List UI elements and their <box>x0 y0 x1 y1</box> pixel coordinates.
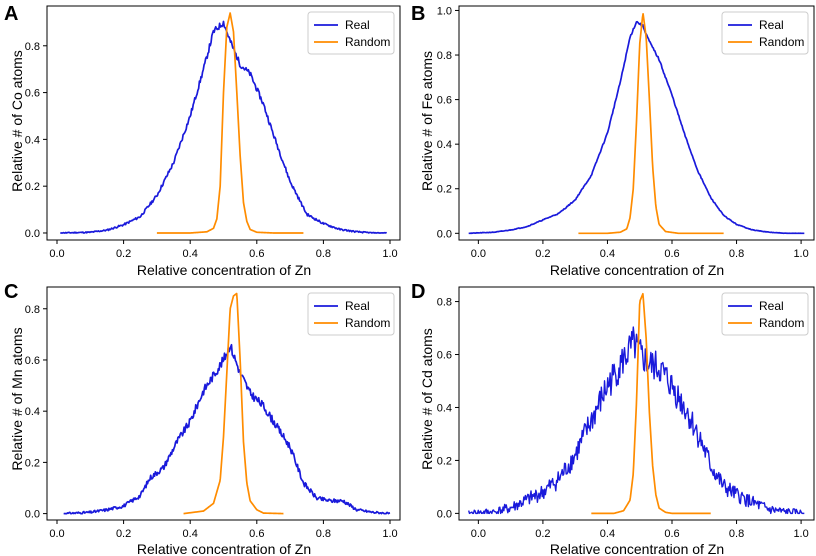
y-tick-label-c: 0.0 <box>25 509 40 521</box>
x-tick-label-d: 0.6 <box>664 528 679 540</box>
x-tick-label-c: 0.4 <box>183 528 198 540</box>
x-tick-label-a: 1.0 <box>382 248 397 260</box>
x-tick-label-c: 0.2 <box>116 528 131 540</box>
y-tick-label-a: 0.6 <box>25 88 40 100</box>
series-line-real-c <box>63 343 391 515</box>
x-tick-label-a: 0.2 <box>116 248 131 260</box>
x-tick-label-d: 1.0 <box>793 528 808 540</box>
y-tick-label-c: 0.8 <box>25 304 40 316</box>
legend-label-random-d: Random <box>759 316 804 330</box>
panel-a: A Relative # of Co atoms Relative concen… <box>4 3 401 278</box>
series-line-random-d <box>591 292 712 515</box>
x-tick-label-b: 0.8 <box>729 248 744 260</box>
y-tick-label-a: 0.0 <box>25 228 40 240</box>
series-line-random-b <box>578 12 724 235</box>
legend-a: Real Random <box>307 11 395 55</box>
x-tick-label-d: 0.2 <box>535 528 550 540</box>
legend-label-random-a: Random <box>345 35 390 49</box>
y-axis-label-b: Relative # of Fe atoms <box>419 51 435 191</box>
x-tick-label-c: 1.0 <box>382 528 397 540</box>
legend-box-d <box>721 292 809 336</box>
x-tick-label-a: 0.0 <box>49 248 64 260</box>
x-tick-label-d: 0.4 <box>600 528 615 540</box>
x-tick-label-b: 0.2 <box>535 248 550 260</box>
legend-box-c <box>307 292 395 336</box>
x-tick-label-b: 0.0 <box>471 248 486 260</box>
legend-label-random-b: Random <box>759 35 804 49</box>
legend-b: Real Random <box>721 11 809 55</box>
y-tick-label-d: 0.4 <box>437 402 452 414</box>
panel-letter-d: D <box>411 281 425 303</box>
y-tick-label-c: 0.6 <box>25 355 40 367</box>
x-tick-label-c: 0.8 <box>316 528 331 540</box>
y-tick-label-c: 0.4 <box>25 406 40 418</box>
y-tick-label-b: 0.0 <box>437 228 452 240</box>
y-axis-label-c: Relative # of Mn atoms <box>9 327 25 470</box>
y-tick-label-a: 0.8 <box>25 41 40 53</box>
x-axis-label-a: Relative concentration of Zn <box>137 262 311 278</box>
y-tick-label-d: 0.0 <box>437 508 452 520</box>
x-tick-label-b: 0.4 <box>600 248 615 260</box>
y-axis-label-d: Relative # of Cd atoms <box>419 328 435 470</box>
y-tick-label-a: 0.4 <box>25 134 40 146</box>
plot-frame-c <box>46 286 401 521</box>
panel-letter-a: A <box>4 3 18 25</box>
x-axis-label-b: Relative concentration of Zn <box>550 262 724 278</box>
plot-frame-d <box>458 286 815 521</box>
x-tick-label-b: 1.0 <box>793 248 808 260</box>
y-tick-label-b: 1.0 <box>437 5 452 17</box>
legend-label-real-d: Real <box>759 299 784 313</box>
y-tick-label-b: 0.2 <box>437 184 452 196</box>
x-tick-label-c: 0.0 <box>49 528 64 540</box>
x-tick-label-a: 0.6 <box>249 248 264 260</box>
x-tick-label-c: 0.6 <box>249 528 264 540</box>
legend-box-b <box>721 11 809 55</box>
y-axis-label-a: Relative # of Co atoms <box>9 50 25 192</box>
series-line-real-d <box>468 326 805 515</box>
y-tick-label-b: 0.4 <box>437 139 452 151</box>
legend-label-random-c: Random <box>345 316 390 330</box>
legend-box-a <box>307 11 395 55</box>
y-tick-label-d: 0.6 <box>437 350 452 362</box>
panel-c: C Relative # of Mn atoms Relative concen… <box>4 281 401 556</box>
y-tick-label-c: 0.2 <box>25 457 40 469</box>
x-tick-label-d: 0.0 <box>471 528 486 540</box>
legend-label-real-b: Real <box>759 18 784 32</box>
x-axis-label-d: Relative concentration of Zn <box>550 541 724 556</box>
series-line-real-a <box>59 20 387 234</box>
x-axis-label-c: Relative concentration of Zn <box>137 541 311 556</box>
x-tick-label-b: 0.6 <box>664 248 679 260</box>
series-line-random-a <box>156 12 304 234</box>
legend-d: Real Random <box>721 292 809 336</box>
y-tick-label-d: 0.2 <box>437 455 452 467</box>
panel-letter-c: C <box>4 281 18 303</box>
legend-label-real-c: Real <box>345 299 370 313</box>
y-tick-label-a: 0.2 <box>25 181 40 193</box>
x-tick-label-a: 0.8 <box>316 248 331 260</box>
panel-d: D Relative # of Cd atoms Relative concen… <box>411 281 815 556</box>
legend-c: Real Random <box>307 292 395 336</box>
panel-b: B Relative # of Fe atoms Relative concen… <box>411 3 815 278</box>
series-line-real-b <box>468 20 805 235</box>
x-tick-label-d: 0.8 <box>729 528 744 540</box>
x-tick-label-a: 0.4 <box>183 248 198 260</box>
series-line-random-c <box>183 292 284 515</box>
plot-frame-a <box>46 5 401 241</box>
y-tick-label-b: 0.6 <box>437 95 452 107</box>
y-tick-label-b: 0.8 <box>437 50 452 62</box>
y-tick-label-d: 0.8 <box>437 297 452 309</box>
panel-letter-b: B <box>411 3 425 25</box>
legend-label-real-a: Real <box>345 18 370 32</box>
plot-frame-b <box>458 5 815 241</box>
